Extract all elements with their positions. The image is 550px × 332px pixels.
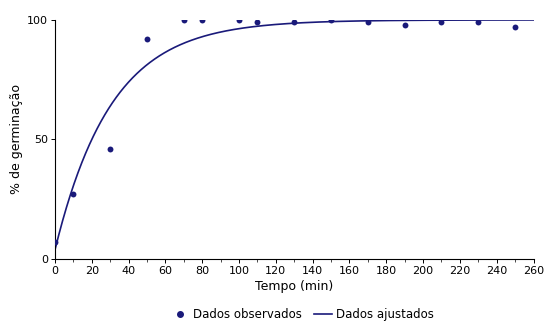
Point [437, 20, 446, 25]
Point [51, 240, 59, 245]
Legend: Dados observados, Dados ajustados: Dados observados, Dados ajustados [166, 304, 439, 326]
Y-axis label: % de germinação: % de germinação [10, 84, 23, 195]
Point [179, 17, 188, 23]
Point [474, 20, 483, 25]
Point [69, 192, 78, 197]
Point [400, 22, 409, 27]
Point [198, 17, 207, 23]
Point [235, 17, 244, 23]
Point [253, 20, 262, 25]
Point [511, 25, 520, 30]
Point [106, 146, 114, 152]
Point [364, 20, 372, 25]
Point [142, 37, 151, 42]
Point [290, 20, 299, 25]
Point [327, 17, 336, 23]
X-axis label: Tempo (min): Tempo (min) [255, 280, 333, 293]
